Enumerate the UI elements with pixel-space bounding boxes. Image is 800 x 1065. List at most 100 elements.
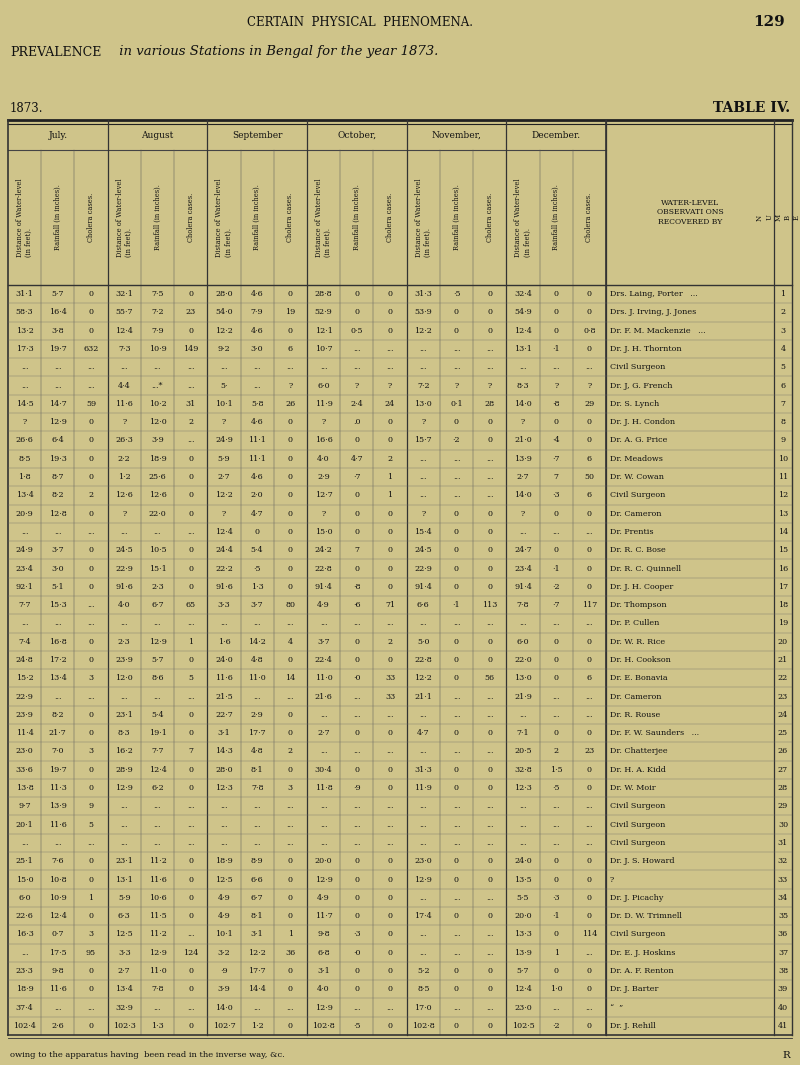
Text: ...: ... [486, 710, 494, 719]
Text: 149: 149 [183, 345, 198, 353]
Text: 1873.: 1873. [10, 101, 43, 115]
Text: 53·9: 53·9 [414, 309, 432, 316]
Text: 13·4: 13·4 [115, 985, 134, 994]
Text: ...: ... [353, 748, 361, 755]
Text: ·7: ·7 [353, 473, 361, 481]
Text: 0: 0 [387, 309, 393, 316]
Text: 8·9: 8·9 [251, 857, 263, 865]
Text: ...: ... [553, 692, 560, 701]
Text: 0: 0 [387, 949, 393, 956]
Text: 0: 0 [587, 290, 592, 298]
Text: 5·7: 5·7 [51, 290, 64, 298]
Text: in various Stations in Bengal for the year 1873.: in various Stations in Bengal for the ye… [115, 46, 438, 59]
Text: ...: ... [386, 821, 394, 829]
Text: ·1: ·1 [552, 912, 560, 920]
Text: 32: 32 [778, 857, 788, 865]
Text: 3: 3 [89, 748, 94, 755]
Text: 5·2: 5·2 [417, 967, 430, 974]
Text: ·3: ·3 [552, 491, 560, 499]
Text: ...: ... [553, 1003, 560, 1012]
Text: 4·9: 4·9 [218, 912, 230, 920]
Text: 7: 7 [354, 546, 359, 554]
Text: ?: ? [487, 381, 492, 390]
Text: 2: 2 [387, 455, 393, 463]
Text: 0: 0 [188, 546, 194, 554]
Text: 31·1: 31·1 [16, 290, 34, 298]
Text: CERTAIN  PHYSICAL  PHENOMENA.: CERTAIN PHYSICAL PHENOMENA. [247, 16, 473, 29]
Text: 0: 0 [387, 290, 393, 298]
Text: Rainfall (in inches).: Rainfall (in inches). [353, 184, 361, 250]
Text: Dr. W. R. Rice: Dr. W. R. Rice [610, 638, 665, 645]
Text: ...: ... [320, 710, 327, 719]
Text: 4: 4 [781, 345, 786, 353]
Text: ...: ... [187, 620, 194, 627]
Text: 0: 0 [487, 510, 492, 518]
Text: 0: 0 [587, 875, 592, 884]
Text: 18·9: 18·9 [16, 985, 34, 994]
Text: 12·2: 12·2 [215, 327, 233, 334]
Text: 33·6: 33·6 [16, 766, 34, 774]
Text: 0: 0 [89, 564, 94, 573]
Text: R: R [782, 1050, 790, 1060]
Text: ...: ... [121, 528, 128, 536]
Text: Dr. W. Moir: Dr. W. Moir [610, 784, 656, 792]
Text: 4·8: 4·8 [251, 748, 263, 755]
Text: ?: ? [322, 510, 326, 518]
Text: Distance of Water-level
(in feet).: Distance of Water-level (in feet). [16, 178, 34, 257]
Text: 0: 0 [487, 985, 492, 994]
Text: 31·3: 31·3 [414, 290, 432, 298]
Text: 9: 9 [89, 802, 94, 810]
Text: 102·5: 102·5 [511, 1021, 534, 1030]
Text: ...: ... [87, 601, 95, 609]
Text: 28·9: 28·9 [115, 766, 133, 774]
Text: 26: 26 [286, 399, 295, 408]
Text: 2: 2 [288, 748, 293, 755]
Text: 17·5: 17·5 [49, 949, 66, 956]
Text: 11·0: 11·0 [248, 674, 266, 683]
Text: 17·7: 17·7 [248, 967, 266, 974]
Text: 24·8: 24·8 [16, 656, 34, 663]
Text: 6·2: 6·2 [151, 784, 164, 792]
Text: 0: 0 [487, 784, 492, 792]
Text: Civil Surgeon: Civil Surgeon [610, 802, 666, 810]
Text: ...: ... [21, 839, 28, 847]
Text: 2·7: 2·7 [118, 967, 130, 974]
Text: ...: ... [386, 1003, 394, 1012]
Text: 15·2: 15·2 [16, 674, 34, 683]
Text: 55·7: 55·7 [115, 309, 133, 316]
Text: ?: ? [122, 419, 126, 426]
Text: ?: ? [421, 510, 426, 518]
Text: 0: 0 [454, 985, 459, 994]
Text: 8·3: 8·3 [517, 381, 530, 390]
Text: ...: ... [254, 839, 261, 847]
Text: 24·9: 24·9 [16, 546, 34, 554]
Text: ?: ? [521, 419, 525, 426]
Text: 0: 0 [354, 967, 359, 974]
Text: 0: 0 [288, 875, 293, 884]
Text: 9·7: 9·7 [18, 802, 31, 810]
Text: ...: ... [54, 692, 62, 701]
Text: 0: 0 [587, 510, 592, 518]
Text: 0: 0 [487, 730, 492, 737]
Text: Cholera cases.: Cholera cases. [386, 193, 394, 242]
Text: 0: 0 [454, 967, 459, 974]
Text: 23·1: 23·1 [115, 857, 134, 865]
Text: ...: ... [54, 839, 62, 847]
Text: 12·6: 12·6 [115, 491, 134, 499]
Text: Civil Surgeon: Civil Surgeon [610, 491, 666, 499]
Text: 0: 0 [354, 309, 359, 316]
Text: 0: 0 [89, 309, 94, 316]
Text: 0: 0 [587, 656, 592, 663]
Text: 26: 26 [778, 748, 788, 755]
Text: ...: ... [586, 839, 593, 847]
Text: 15·3: 15·3 [49, 601, 66, 609]
Text: ...: ... [586, 710, 593, 719]
Text: ...: ... [486, 839, 494, 847]
Text: 11·6: 11·6 [215, 674, 233, 683]
Text: 0: 0 [454, 528, 459, 536]
Text: 0: 0 [454, 546, 459, 554]
Text: ...: ... [286, 620, 294, 627]
Text: ...: ... [453, 894, 460, 902]
Text: 19·7: 19·7 [49, 345, 66, 353]
Text: 7·9: 7·9 [151, 327, 164, 334]
